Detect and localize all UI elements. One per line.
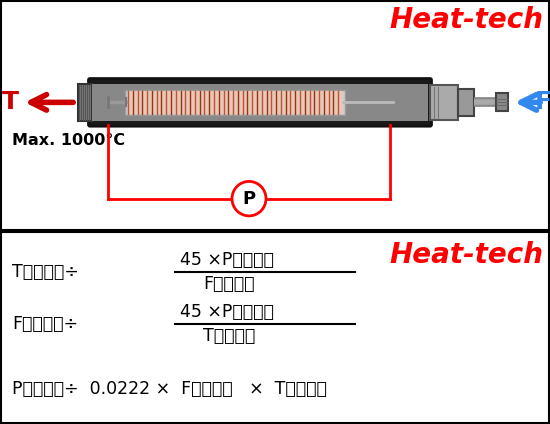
Text: P（電力）÷  0.0222 ×  F（流量）   ×  T（温度）: P（電力）÷ 0.0222 × F（流量） × T（温度） <box>12 380 327 398</box>
Bar <box>78 84 92 120</box>
Text: T（温度）÷: T（温度）÷ <box>12 263 79 281</box>
Bar <box>458 89 474 116</box>
Text: P: P <box>243 190 256 208</box>
Text: T: T <box>2 90 19 114</box>
Bar <box>128 91 343 114</box>
Bar <box>92 84 428 120</box>
Text: 45 ×P（電力）: 45 ×P（電力） <box>180 251 274 269</box>
Text: Max. 1000°C: Max. 1000°C <box>12 133 125 148</box>
Bar <box>496 93 508 112</box>
Bar <box>125 90 345 114</box>
FancyBboxPatch shape <box>89 78 432 126</box>
Text: F（流量）: F（流量） <box>203 275 255 293</box>
Circle shape <box>232 181 266 216</box>
Text: F: F <box>535 90 550 114</box>
Text: F（流量）÷: F（流量）÷ <box>12 315 78 333</box>
Text: T（温度）: T（温度） <box>203 327 255 345</box>
Text: 45 ×P（電力）: 45 ×P（電力） <box>180 303 274 321</box>
Bar <box>430 85 458 120</box>
Text: Heat-tech: Heat-tech <box>389 241 543 269</box>
Text: Heat-tech: Heat-tech <box>389 6 543 34</box>
